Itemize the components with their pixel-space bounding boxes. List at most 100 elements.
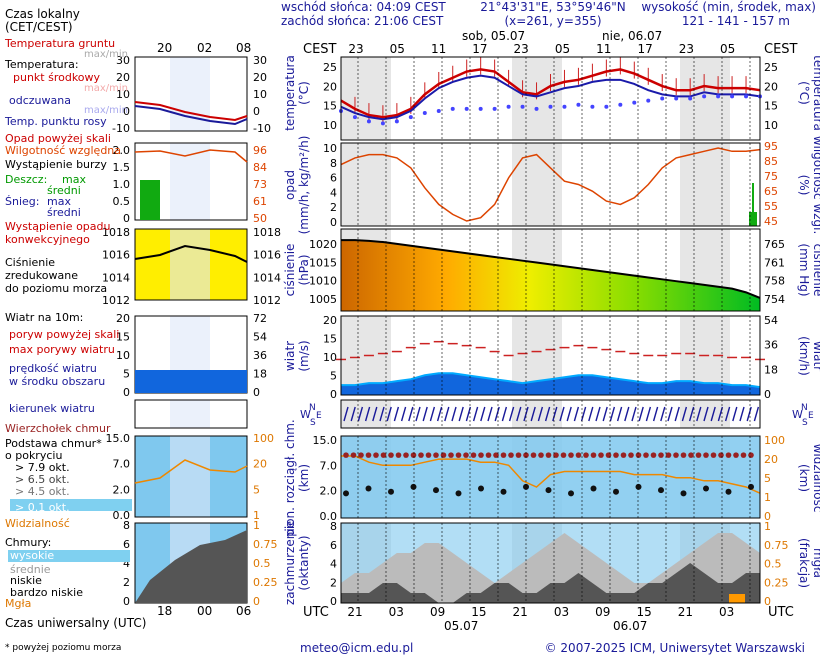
wind-arrow bbox=[458, 406, 464, 422]
fog-label: Mgła bbox=[5, 597, 31, 610]
wind-arrow bbox=[588, 406, 594, 422]
legend-wind-tick-left: 15 bbox=[116, 331, 130, 344]
dew-point-dot bbox=[506, 104, 511, 109]
cloud-top-dot bbox=[620, 452, 627, 458]
dew-point-dot bbox=[688, 96, 693, 101]
cloud-base-axis-label: pion. rozciągł. chm. bbox=[283, 419, 297, 537]
local-time-zone: (CET/CEST) bbox=[5, 20, 73, 34]
legend-night-band-4 bbox=[170, 400, 210, 428]
utc-tick: 09 bbox=[595, 605, 610, 619]
utc-tick: 03 bbox=[389, 605, 404, 619]
wind-arrow bbox=[501, 406, 508, 422]
cloud-very-low-label: bardzo niskie bbox=[10, 586, 83, 599]
cloud-top-dot bbox=[448, 452, 454, 458]
cloud-top-dot bbox=[628, 452, 634, 458]
cover-tick: 0 bbox=[330, 595, 337, 608]
cloud-high-label: wysokie bbox=[10, 549, 54, 562]
wind-arrow bbox=[508, 406, 515, 422]
fog-tick: 0 bbox=[764, 595, 771, 608]
pressure-axis-unit-right: (mm Hg) bbox=[797, 243, 811, 296]
legend-cover-tick-left: 0 bbox=[123, 595, 130, 608]
legend-temp-tick-left: 0 bbox=[123, 105, 130, 118]
cloud-top-dot bbox=[358, 452, 364, 458]
dew-point-dot bbox=[366, 119, 371, 124]
cloud-top-dot bbox=[658, 452, 664, 458]
wind-arrow bbox=[400, 406, 407, 422]
visibility-label: Widzialność bbox=[5, 517, 70, 530]
cloud-base-dot bbox=[658, 487, 664, 494]
cest-tick: 05 bbox=[555, 42, 570, 56]
cest-tick: 11 bbox=[431, 42, 446, 56]
cloud-top-dot bbox=[455, 452, 462, 458]
legend-precip-tick-left: 1.0 bbox=[113, 178, 131, 191]
wind-axis-unit: (m/s) bbox=[297, 340, 311, 371]
wind-speed-line bbox=[341, 372, 761, 389]
dew-point-dot bbox=[674, 96, 679, 101]
cover-tick: 2 bbox=[330, 576, 337, 589]
cloud-top-dot bbox=[718, 452, 724, 458]
wind-arrow bbox=[595, 406, 601, 422]
dew-point-dot bbox=[394, 119, 399, 124]
wind-arrow bbox=[386, 406, 392, 422]
panel-cover-frame bbox=[340, 522, 761, 604]
cest-tick: 17 bbox=[472, 42, 487, 56]
cloud-top-dot bbox=[433, 452, 439, 458]
legend-temp-tick-left: 20 bbox=[116, 71, 130, 84]
wind-arrow bbox=[580, 406, 587, 422]
wind-arrow bbox=[494, 406, 500, 422]
legend-rain-bar bbox=[140, 180, 160, 220]
fog-bar bbox=[729, 594, 745, 603]
temp-axis-label-right: temperatura bbox=[811, 55, 820, 131]
cover-axis-label: zachmurzenie bbox=[283, 521, 297, 605]
cloud-base-dot bbox=[523, 483, 529, 490]
temp-tick-left: 10 bbox=[323, 119, 337, 132]
cloud-top-dot bbox=[523, 452, 529, 458]
cover-tick: 6 bbox=[330, 539, 337, 552]
cloud-top-dot bbox=[568, 452, 574, 458]
cloud-mid-label: średnie bbox=[10, 563, 51, 576]
cloud-top-dot bbox=[725, 452, 732, 458]
dew-point-dot bbox=[408, 115, 413, 120]
cloud-base-dot bbox=[500, 488, 507, 495]
cest-label-right: CEST bbox=[764, 42, 798, 57]
dew-point-dot bbox=[660, 96, 665, 101]
axis-labels: temperatura (°C) (°C) temperatura opad (… bbox=[283, 55, 820, 605]
wind-arrow bbox=[710, 406, 716, 422]
feels-like-label: odczuwana bbox=[9, 94, 71, 107]
utc-tick-00: 00 bbox=[197, 604, 212, 618]
legend-precip-tick-left: 2.0 bbox=[113, 144, 131, 157]
cloud-base-label: Podstawa chmur* bbox=[5, 437, 102, 450]
wind-tick-kmh: 0 bbox=[764, 388, 771, 401]
legend-pressure-tick-left: 1018 bbox=[102, 226, 130, 239]
dew-point-dot bbox=[380, 121, 385, 126]
rain-max-label: max bbox=[62, 173, 86, 186]
cloud-top-dot bbox=[373, 452, 379, 458]
wind-arrow bbox=[451, 406, 457, 422]
temp-mid-line bbox=[340, 68, 761, 119]
okt-label-5: > 0.1 okt. bbox=[15, 501, 70, 514]
fog-axis-unit: (frakcja) bbox=[797, 538, 811, 588]
cloud-top-dot bbox=[665, 452, 672, 458]
vis-tick: 0 bbox=[764, 510, 771, 523]
dew-point-dot bbox=[590, 104, 595, 109]
footer-email[interactable]: meteo@icm.edu.pl bbox=[300, 641, 413, 655]
wind-arrow bbox=[696, 406, 702, 422]
legend-cover-tick-right: 0.75 bbox=[253, 538, 278, 551]
pressure-tick: 1015 bbox=[309, 256, 337, 269]
wind-arrow bbox=[393, 406, 400, 422]
cover-tick: 4 bbox=[330, 558, 337, 571]
cest-tick: 11 bbox=[596, 42, 611, 56]
legend-panel-frame-2 bbox=[134, 228, 248, 301]
legend-wind-tick-left: 10 bbox=[116, 349, 130, 362]
wind-arrow bbox=[537, 406, 544, 422]
storm-label: Wystąpienie burzy bbox=[5, 158, 107, 171]
sunrise-text: wschód słońca: 04:09 CEST bbox=[281, 0, 446, 14]
legend-cover-tick-left: 4 bbox=[123, 557, 130, 570]
panel-temp-frame bbox=[340, 56, 761, 141]
cloud-base-dot bbox=[613, 488, 619, 495]
legend-cloud-tick-right: 5 bbox=[253, 483, 260, 496]
panel-precip-frame bbox=[340, 142, 761, 227]
compass-n-left: N bbox=[309, 403, 316, 413]
cloud-base-dot bbox=[590, 485, 597, 492]
